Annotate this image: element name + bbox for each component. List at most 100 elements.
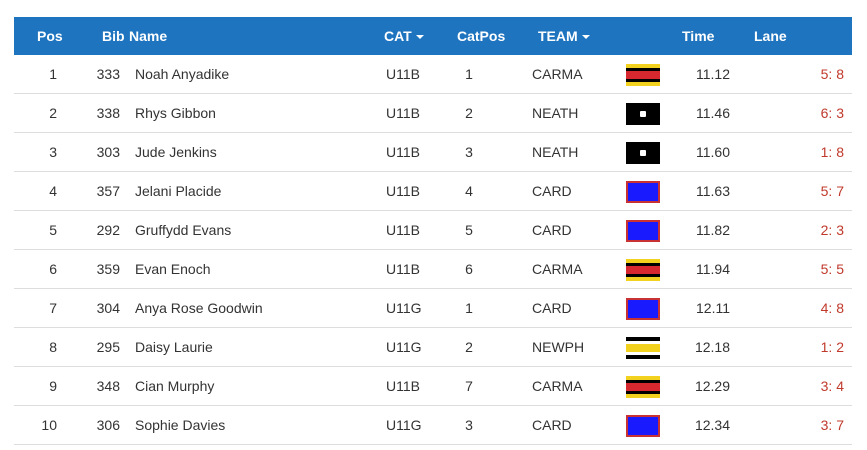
cell-bib: 357: [96, 183, 120, 199]
cell-catpos: 3: [465, 144, 473, 160]
header-lane[interactable]: Lane: [754, 28, 787, 44]
neath-flag-icon: [626, 103, 660, 125]
cell-lane: 6: 3: [820, 105, 844, 121]
caret-down-icon: [581, 35, 590, 40]
cell-lane: 1: 8: [820, 144, 844, 160]
table-row[interactable]: 5 292 Gruffydd Evans U11B 5 CARD 11.82 2: 3: [14, 211, 852, 250]
cell-name: Rhys Gibbon: [135, 105, 216, 121]
cell-catpos: 3: [465, 417, 473, 433]
cell-cat: U11G: [386, 417, 422, 433]
cell-team: CARD: [532, 300, 572, 316]
cell-catpos: 1: [465, 66, 473, 82]
table-row[interactable]: 6 359 Evan Enoch U11B 6 CARMA 11.94 5: 5: [14, 250, 852, 289]
cell-time: 12.34: [694, 417, 730, 433]
cell-time: 12.18: [694, 339, 730, 355]
cell-pos: 10: [41, 417, 57, 433]
newph-flag-icon: [626, 337, 660, 359]
carma-flag-icon: [626, 376, 660, 398]
cell-lane: 2: 3: [820, 222, 844, 238]
cell-name: Noah Anyadike: [135, 66, 230, 82]
cell-cat: U11B: [386, 144, 420, 160]
cell-lane: 4: 8: [820, 300, 844, 316]
table-row[interactable]: 4 357 Jelani Placide U11B 4 CARD 11.63 5: 7: [14, 172, 852, 211]
cell-catpos: 5: [465, 222, 473, 238]
table-row[interactable]: 10 306 Sophie Davies U11G 3 CARD 12.34 3: 7: [14, 406, 852, 445]
cell-lane: 5: 8: [820, 66, 844, 82]
card-flag-icon: [626, 298, 660, 320]
cell-catpos: 1: [465, 300, 473, 316]
cell-name: Jude Jenkins: [135, 144, 217, 160]
cell-catpos: 2: [465, 105, 473, 121]
cell-bib: 304: [96, 300, 120, 316]
cell-cat: U11G: [386, 300, 422, 316]
cell-time: 12.29: [694, 378, 730, 394]
cell-name: Cian Murphy: [135, 378, 215, 394]
caret-down-icon: [415, 35, 424, 40]
cell-catpos: 6: [465, 261, 473, 277]
cell-cat: U11B: [386, 222, 420, 238]
cell-name: Sophie Davies: [135, 417, 226, 433]
cell-name: Evan Enoch: [135, 261, 211, 277]
cell-bib: 348: [96, 378, 120, 394]
cell-team: NEATH: [532, 144, 579, 160]
table-row[interactable]: 2 338 Rhys Gibbon U11B 2 NEATH 11.46 6: 3: [14, 94, 852, 133]
table-row[interactable]: 1 333 Noah Anyadike U11B 1 CARMA 11.12 5: 8: [14, 55, 852, 94]
cell-team: CARD: [532, 222, 572, 238]
cell-pos: 5: [49, 222, 57, 238]
cell-catpos: 7: [465, 378, 473, 394]
cell-name: Anya Rose Goodwin: [135, 300, 263, 316]
header-pos[interactable]: Pos: [37, 28, 63, 44]
cell-cat: U11G: [386, 339, 422, 355]
cell-time: 11.60: [696, 144, 730, 160]
cell-team: CARD: [532, 183, 572, 199]
card-flag-icon: [626, 220, 660, 242]
cell-bib: 359: [96, 261, 120, 277]
cell-bib: 295: [96, 339, 120, 355]
cell-lane: 1: 2: [820, 339, 844, 355]
header-cat-label: CAT: [384, 28, 412, 44]
cell-pos: 6: [49, 261, 57, 277]
cell-bib: 333: [96, 66, 120, 82]
cell-cat: U11B: [386, 66, 420, 82]
cell-time: 11.63: [696, 183, 730, 199]
header-team-sort[interactable]: TEAM: [538, 17, 590, 55]
cell-bib: 303: [96, 144, 120, 160]
card-flag-icon: [626, 181, 660, 203]
cell-name: Daisy Laurie: [135, 339, 213, 355]
cell-name: Gruffydd Evans: [135, 222, 232, 238]
cell-bib: 306: [96, 417, 120, 433]
cell-team: CARD: [532, 417, 572, 433]
cell-time: 11.46: [696, 105, 730, 121]
cell-lane: 3: 4: [820, 378, 844, 394]
carma-flag-icon: [626, 64, 660, 86]
table-row[interactable]: 9 348 Cian Murphy U11B 7 CARMA 12.29 3: 4: [14, 367, 852, 406]
cell-name: Jelani Placide: [135, 183, 222, 199]
header-team-label: TEAM: [538, 28, 578, 44]
cell-team: CARMA: [532, 378, 583, 394]
cell-team: CARMA: [532, 66, 583, 82]
results-table: Pos Bib Name CAT CatPos TEAM Time Lane 1…: [14, 17, 852, 445]
cell-team: NEWPH: [532, 339, 585, 355]
cell-cat: U11B: [386, 183, 420, 199]
header-cat-sort[interactable]: CAT: [384, 17, 424, 55]
cell-lane: 5: 7: [820, 183, 844, 199]
cell-team: NEATH: [532, 105, 579, 121]
header-time[interactable]: Time: [682, 28, 715, 44]
header-bib[interactable]: Bib: [102, 28, 125, 44]
cell-time: 12.11: [696, 300, 730, 316]
cell-pos: 8: [49, 339, 57, 355]
table-row[interactable]: 8 295 Daisy Laurie U11G 2 NEWPH 12.18 1: 2: [14, 328, 852, 367]
table-row[interactable]: 7 304 Anya Rose Goodwin U11G 1 CARD 12.11 4: 8: [14, 289, 852, 328]
header-catpos[interactable]: CatPos: [457, 28, 506, 44]
table-row[interactable]: 3 303 Jude Jenkins U11B 3 NEATH 11.60 1: 8: [14, 133, 852, 172]
cell-time: 11.12: [696, 66, 730, 82]
cell-pos: 2: [49, 105, 57, 121]
cell-pos: 9: [49, 378, 57, 394]
cell-pos: 7: [49, 300, 57, 316]
cell-pos: 1: [49, 66, 57, 82]
cell-catpos: 2: [465, 339, 473, 355]
cell-team: CARMA: [532, 261, 583, 277]
header-name[interactable]: Name: [129, 28, 168, 44]
table-body: 1 333 Noah Anyadike U11B 1 CARMA 11.12 5: 8 2 3 3 8…: [14, 55, 852, 445]
cell-pos: 4: [49, 183, 57, 199]
